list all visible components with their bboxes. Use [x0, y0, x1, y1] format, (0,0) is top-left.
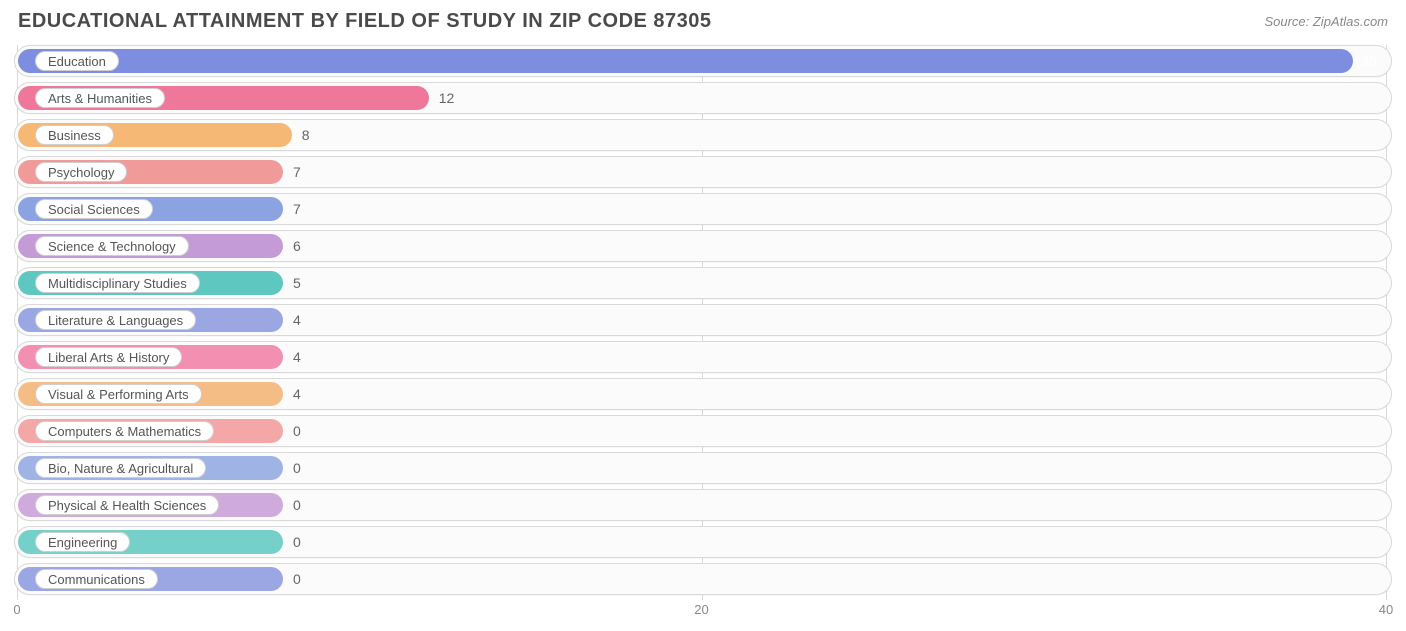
- chart-source: Source: ZipAtlas.com: [1264, 10, 1388, 29]
- bar-row: Computers & Mathematics 0: [14, 415, 1392, 447]
- value-label: 39: [1361, 46, 1377, 77]
- bar-row: Physical & Health Sciences 0: [14, 489, 1392, 521]
- bar-row: Visual & Performing Arts 4: [14, 378, 1392, 410]
- category-pill: Social Sciences: [35, 199, 153, 219]
- category-pill: Visual & Performing Arts: [35, 384, 202, 404]
- value-label: 0: [293, 453, 301, 484]
- value-label: 6: [293, 231, 301, 262]
- bar-row: Bio, Nature & Agricultural 0: [14, 452, 1392, 484]
- category-pill: Multidisciplinary Studies: [35, 273, 200, 293]
- category-pill: Science & Technology: [35, 236, 189, 256]
- chart-header: EDUCATIONAL ATTAINMENT BY FIELD OF STUDY…: [0, 0, 1406, 37]
- category-pill: Psychology: [35, 162, 127, 182]
- bar-row: Communications 0: [14, 563, 1392, 595]
- category-pill: Business: [35, 125, 114, 145]
- bar-row: Multidisciplinary Studies 5: [14, 267, 1392, 299]
- bar-row: Arts & Humanities 12: [14, 82, 1392, 114]
- x-tick: 20: [694, 602, 708, 617]
- value-label: 4: [293, 305, 301, 336]
- bar-fill: [18, 49, 1353, 73]
- category-pill: Physical & Health Sciences: [35, 495, 219, 515]
- category-pill: Engineering: [35, 532, 130, 552]
- chart-plot: Education 39 Arts & Humanities 12 Business 8 P…: [14, 45, 1392, 600]
- value-label: 0: [293, 527, 301, 558]
- x-tick: 0: [13, 602, 20, 617]
- x-tick: 40: [1379, 602, 1393, 617]
- category-pill: Literature & Languages: [35, 310, 196, 330]
- value-label: 7: [293, 194, 301, 225]
- value-label: 7: [293, 157, 301, 188]
- bar-row: Engineering 0: [14, 526, 1392, 558]
- category-pill: Arts & Humanities: [35, 88, 165, 108]
- value-label: 0: [293, 490, 301, 521]
- bar-row: Education 39: [14, 45, 1392, 77]
- value-label: 4: [293, 342, 301, 373]
- bar-row: Social Sciences 7: [14, 193, 1392, 225]
- category-pill: Computers & Mathematics: [35, 421, 214, 441]
- x-axis: 0 20 40: [14, 602, 1392, 630]
- value-label: 8: [302, 120, 310, 151]
- category-pill: Bio, Nature & Agricultural: [35, 458, 206, 478]
- value-label: 12: [439, 83, 455, 114]
- value-label: 5: [293, 268, 301, 299]
- category-pill: Communications: [35, 569, 158, 589]
- bar-row: Psychology 7: [14, 156, 1392, 188]
- bar-row: Literature & Languages 4: [14, 304, 1392, 336]
- bar-row: Science & Technology 6: [14, 230, 1392, 262]
- value-label: 0: [293, 416, 301, 447]
- value-label: 4: [293, 379, 301, 410]
- chart-title: EDUCATIONAL ATTAINMENT BY FIELD OF STUDY…: [18, 10, 712, 33]
- category-pill: Liberal Arts & History: [35, 347, 182, 367]
- bar-row: Business 8: [14, 119, 1392, 151]
- bar-row: Liberal Arts & History 4: [14, 341, 1392, 373]
- chart-area: Education 39 Arts & Humanities 12 Business 8 P…: [0, 37, 1406, 630]
- value-label: 0: [293, 564, 301, 595]
- category-pill: Education: [35, 51, 119, 71]
